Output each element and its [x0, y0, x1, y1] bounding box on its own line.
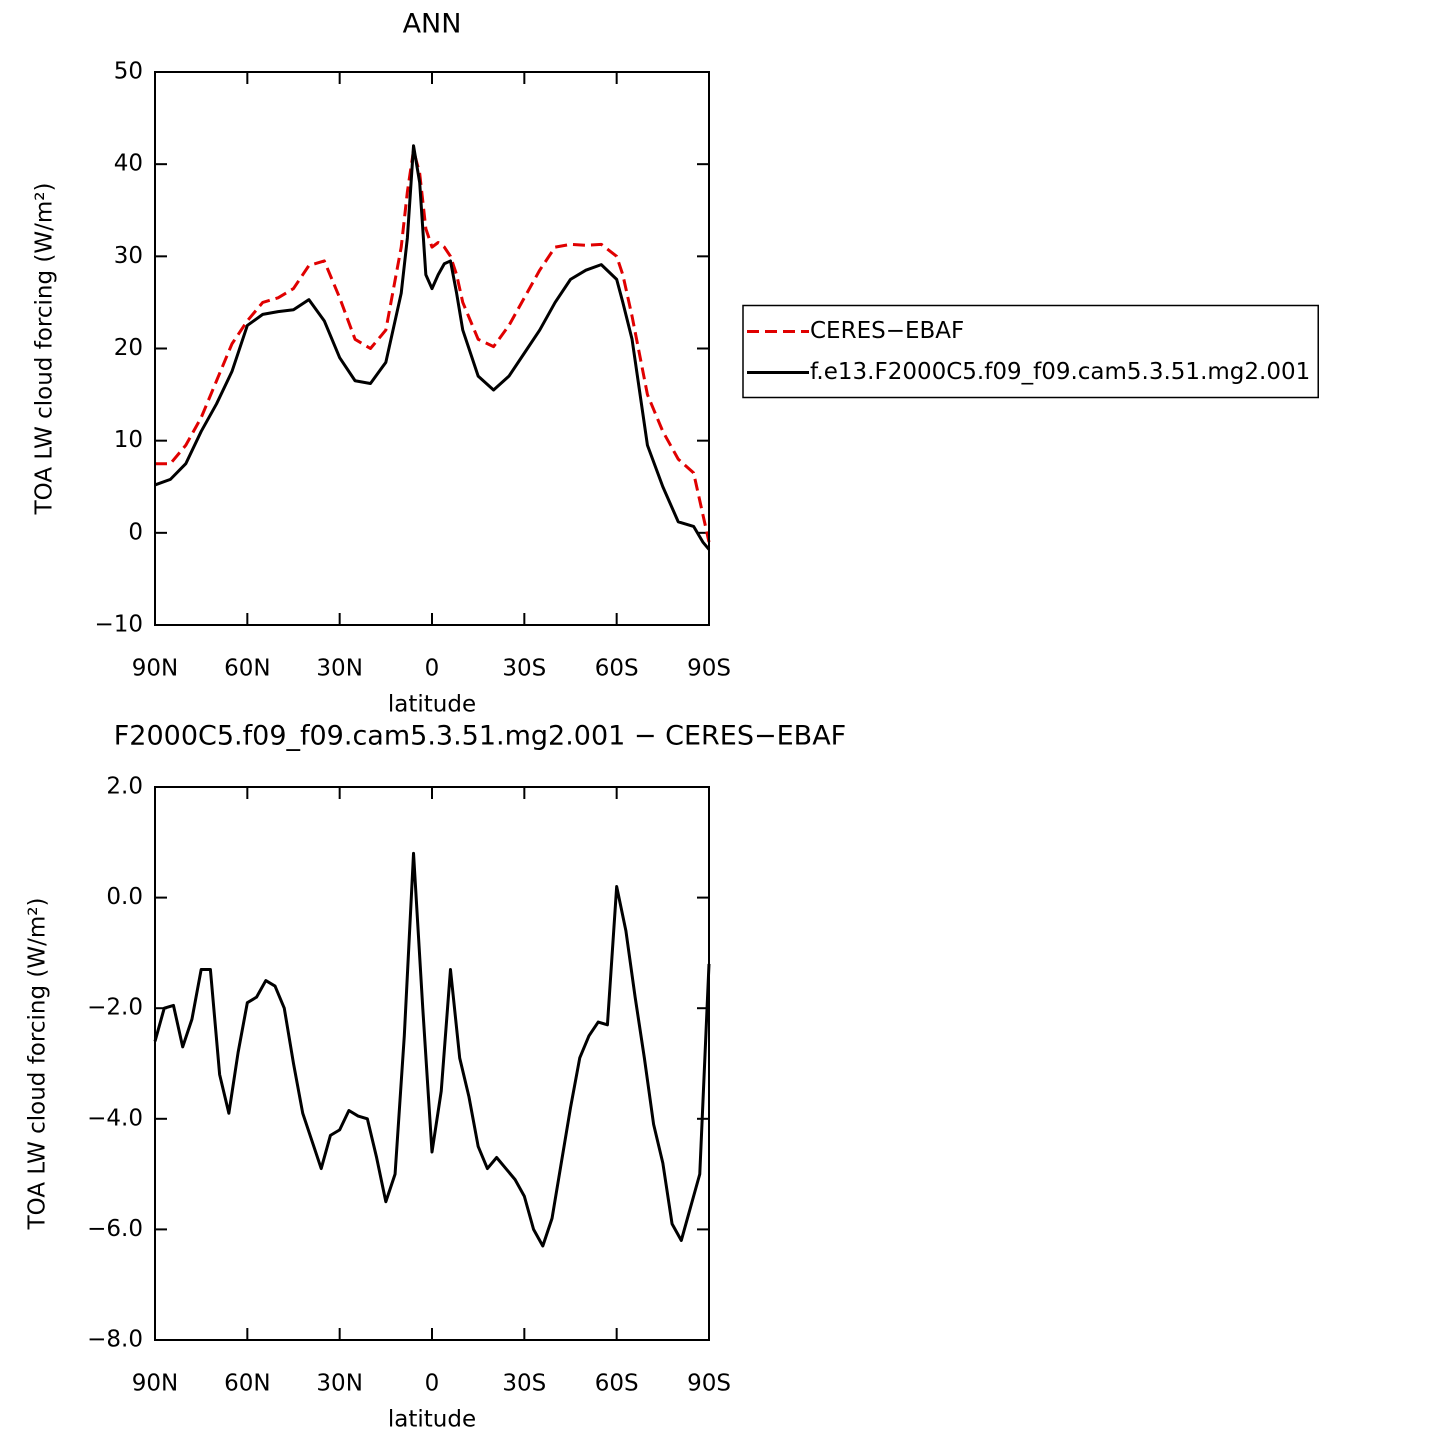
x-tick-label: 90N — [132, 656, 178, 682]
y-tick-label: 0.0 — [106, 884, 143, 910]
x-tick-label: 30S — [502, 656, 546, 682]
y-tick-label: 20 — [114, 335, 143, 361]
y-tick-label: 30 — [114, 243, 143, 269]
x-axis-label: latitude — [388, 692, 476, 718]
x-axis-label: latitude — [388, 1407, 476, 1433]
x-tick-label: 60N — [224, 656, 270, 682]
x-tick-label: 30N — [316, 1371, 362, 1397]
x-tick-label: 30S — [502, 1371, 546, 1397]
legend-box — [742, 304, 1319, 399]
y-tick-label: −2.0 — [87, 995, 143, 1021]
y-tick-label: 40 — [114, 151, 143, 177]
y-tick-label: 2.0 — [106, 774, 143, 800]
x-tick-label: 60S — [595, 656, 639, 682]
y-tick-label: −4.0 — [87, 1105, 143, 1131]
x-tick-label: 60S — [595, 1371, 639, 1397]
plot-frame — [154, 786, 710, 1341]
y-tick-label: −6.0 — [87, 1216, 143, 1242]
series-line — [153, 851, 711, 1248]
x-tick-label: 0 — [425, 1371, 440, 1397]
x-tick-label: 90S — [687, 1371, 731, 1397]
y-tick-label: 0 — [128, 519, 143, 545]
y-axis-label: TOA LW cloud forcing (W/m²) — [25, 898, 51, 1231]
legend-label: f.e13.F2000C5.f09_f09.cam5.3.51.mg2.001 — [810, 359, 1310, 385]
x-tick-label: 90S — [687, 656, 731, 682]
series-line — [155, 148, 711, 543]
x-tick-label: 0 — [425, 656, 440, 682]
x-tick-label: 90N — [132, 1371, 178, 1397]
x-tick-label: 60N — [224, 1371, 270, 1397]
chart-title: F2000C5.f09_f09.cam5.3.51.mg2.001 − CERE… — [114, 721, 846, 752]
y-tick-label: 50 — [114, 59, 143, 85]
y-tick-label: −8.0 — [87, 1327, 143, 1353]
chart-title: ANN — [403, 9, 462, 40]
plot-frame — [154, 71, 710, 626]
series-line — [154, 144, 711, 551]
x-tick-label: 30N — [316, 656, 362, 682]
y-axis-label: TOA LW cloud forcing (W/m²) — [32, 183, 58, 516]
y-tick-label: −10 — [94, 612, 143, 638]
y-tick-label: 10 — [114, 427, 143, 453]
legend-label: CERES−EBAF — [810, 318, 964, 344]
